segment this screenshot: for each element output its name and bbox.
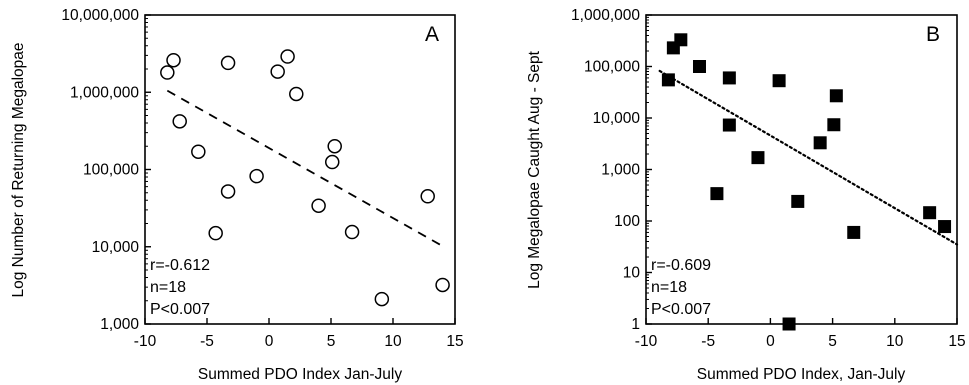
stat-r-a: r=-0.612 xyxy=(150,257,210,274)
y-axis-title-a: Log Number of Returning Megalopae xyxy=(10,42,27,297)
y-axis-a: 1,000 10,000 100,000 1,000,000 10,000,000 xyxy=(61,7,151,333)
stat-n-a: n=18 xyxy=(150,279,186,296)
x-tick-label-b: 10 xyxy=(886,333,904,350)
data-point xyxy=(289,86,304,102)
data-point xyxy=(435,277,450,293)
x-tick-label-a: 5 xyxy=(327,333,336,350)
trendline-dotted xyxy=(658,69,959,246)
data-point xyxy=(791,194,805,208)
data-point xyxy=(324,154,340,170)
data-point xyxy=(311,198,326,213)
y-tick-label-a: 10,000 xyxy=(92,239,140,256)
y-tick-label-b: 10 xyxy=(623,265,641,282)
data-point xyxy=(249,168,264,184)
x-tick-label-b: 15 xyxy=(948,333,965,350)
x-tick-label-a: -10 xyxy=(134,333,157,350)
x-tick-label-b: -10 xyxy=(635,333,658,350)
stat-p-b: P<0.007 xyxy=(651,301,711,318)
y-tick-label-b: 1,000 xyxy=(601,162,640,179)
plot-frame-a xyxy=(144,14,456,325)
data-point xyxy=(751,151,765,165)
stat-n-b: n=18 xyxy=(651,279,687,296)
data-point xyxy=(160,65,175,80)
x-tick-label-a: 0 xyxy=(265,333,274,350)
y-tick-label-a: 1,000,000 xyxy=(70,84,139,101)
data-point xyxy=(674,33,688,47)
data-point xyxy=(220,55,236,71)
y-tick-label-b: 100 xyxy=(614,213,640,230)
data-point xyxy=(722,118,736,132)
x-tick-label-b: 0 xyxy=(766,333,775,350)
stat-r-b: r=-0.609 xyxy=(651,257,711,274)
x-axis-title-a: Summed PDO Index Jan-July xyxy=(198,366,402,383)
data-point xyxy=(166,52,181,68)
trendline-dashed xyxy=(166,89,444,247)
data-point xyxy=(772,74,786,88)
data-point xyxy=(344,224,360,240)
data-point xyxy=(829,89,843,103)
data-point xyxy=(827,118,841,132)
chart-panel-b: -10 -5 0 5 10 15 1 10 100 1,000 10,000 100,000 1,00… xyxy=(526,7,966,383)
data-point xyxy=(270,64,285,79)
trendline-b xyxy=(658,69,959,246)
data-point xyxy=(923,206,937,220)
data-point xyxy=(847,225,861,239)
panel-label-a: A xyxy=(425,23,439,46)
x-axis-a: -10 -5 0 5 10 15 xyxy=(134,318,464,350)
data-point xyxy=(220,184,236,199)
y-tick-label-a: 100,000 xyxy=(83,162,139,179)
stat-p-a: P<0.007 xyxy=(150,301,210,318)
y-tick-label-a: 10,000,000 xyxy=(61,7,139,24)
y-tick-label-b: 10,000 xyxy=(593,110,641,127)
data-point xyxy=(938,220,952,234)
x-tick-label-a: 10 xyxy=(384,333,402,350)
x-tick-label-b: -5 xyxy=(701,333,715,350)
panel-label-b: B xyxy=(926,23,940,46)
y-tick-label-b: 1,000,000 xyxy=(571,7,640,24)
data-point xyxy=(661,73,675,87)
x-tick-label-b: 5 xyxy=(828,333,837,350)
y-axis-title-b: Log Megalopae Caught Aug - Sept xyxy=(526,50,543,289)
data-points-a xyxy=(160,49,450,307)
y-tick-label-a: 1,000 xyxy=(100,316,139,333)
trendline-a xyxy=(166,89,444,247)
x-tick-label-a: -5 xyxy=(200,333,214,350)
data-point xyxy=(782,317,796,331)
data-point xyxy=(280,49,295,64)
y-tick-label-b: 100,000 xyxy=(584,59,640,76)
x-tick-label-a: 15 xyxy=(446,333,463,350)
data-point xyxy=(208,225,223,241)
plot-frame-b xyxy=(645,14,958,325)
data-point xyxy=(692,60,706,73)
y-tick-label-b: 1 xyxy=(631,316,640,333)
data-point xyxy=(813,136,827,150)
y-axis-b: 1 10 100 1,000 10,000 100,000 1,000,000 xyxy=(571,7,652,333)
x-axis-title-b: Summed PDO Index, Jan-July xyxy=(697,366,906,383)
data-point xyxy=(722,71,736,85)
data-point xyxy=(327,138,342,154)
data-point xyxy=(420,189,435,204)
x-axis-b: -10 -5 0 5 10 15 xyxy=(635,318,966,350)
data-point xyxy=(710,187,724,201)
data-points-b xyxy=(661,33,952,331)
data-point xyxy=(374,291,390,307)
data-point xyxy=(191,144,206,159)
data-point xyxy=(172,114,187,129)
chart-panel-a: -10 -5 0 5 10 15 1,00010,000100,0001,000,0001… xyxy=(10,7,464,383)
